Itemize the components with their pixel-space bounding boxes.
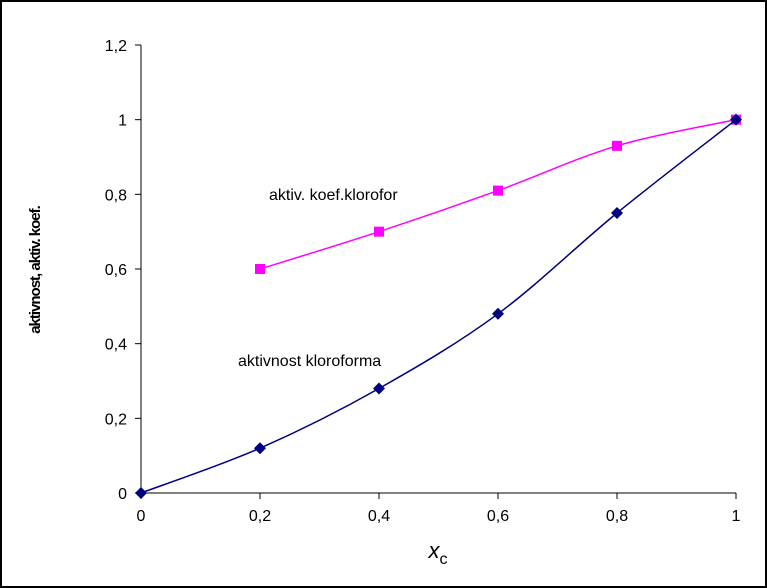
data-point-diamond [254,442,266,455]
x-tick-label: 0,6 [487,508,509,525]
x-tick-label: 0,2 [249,508,271,525]
y-tick-label: 0,2 [105,411,127,428]
series-layer [135,113,742,499]
series-label-koef: aktiv. koef.klorofor [269,187,398,204]
x-tick-label: 0,4 [368,508,390,525]
data-point-square [493,185,503,196]
data-point-square [612,140,622,151]
data-point-diamond [730,113,742,126]
y-tick-label: 1,2 [105,38,127,55]
x-axis-label: xc [428,538,448,568]
series-line-2 [140,119,737,494]
x-axis-label-main: x [428,538,441,563]
data-point-diamond [611,207,623,219]
y-tick-label: 0,8 [105,187,127,204]
x-tick-label: 0 [137,508,146,525]
x-axis-ticks: 0 0,2 0,4 0,6 0,8 1 [137,493,741,525]
series-label-aktivnost: aktivnost kloroforma [238,353,381,370]
data-point-square [374,226,384,237]
data-point-diamond [492,307,504,320]
y-axis-label: aktivnost, aktiv. koef. [27,205,44,333]
x-tick-label: 0,8 [606,508,628,525]
y-tick-label: 0 [118,486,127,503]
y-tick-label: 0,4 [105,337,127,354]
data-point-diamond [373,382,385,395]
y-tick-label: 1 [118,113,127,130]
x-tick-label: 1 [732,508,741,525]
data-point-diamond [135,487,147,499]
y-axis-ticks: 0 0,2 0,4 0,6 0,8 1 1,2 [105,38,141,503]
x-axis-label-subscript: c [440,551,448,568]
data-point-square [255,264,265,274]
plot-area: 0 0,2 0,4 0,6 0,8 1 0 0,2 0,4 0,6 0,8 1 1,2 [105,38,742,525]
y-tick-label: 0,6 [105,262,127,279]
